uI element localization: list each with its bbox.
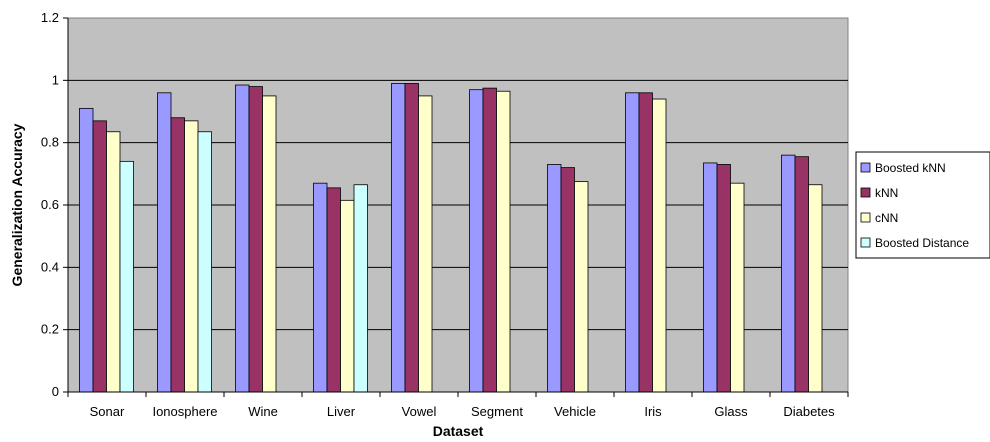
- legend-label: kNN: [875, 186, 898, 200]
- legend-label: Boosted kNN: [875, 161, 946, 175]
- bar: [119, 160, 134, 393]
- y-tick-label: 0.8: [41, 135, 59, 150]
- bar: [353, 184, 368, 393]
- bar: [404, 83, 419, 393]
- bars: [79, 83, 823, 393]
- x-tick-label: Ionosphere: [152, 404, 217, 419]
- bar: [326, 187, 341, 393]
- bar: [248, 86, 263, 393]
- bar: [184, 120, 199, 393]
- x-tick-label: Iris: [644, 404, 662, 419]
- bar: [340, 199, 355, 393]
- legend-label: Boosted Distance: [875, 236, 969, 250]
- bar: [781, 154, 796, 393]
- legend-label: cNN: [875, 211, 898, 225]
- bar: [547, 164, 562, 393]
- bar: [235, 84, 250, 393]
- bar: [703, 162, 718, 393]
- bar: [716, 164, 731, 393]
- x-tick-label: Wine: [248, 404, 278, 419]
- axes: [67, 18, 849, 397]
- bar: [794, 156, 809, 393]
- bar: [313, 182, 328, 393]
- legend-swatch: [860, 162, 871, 173]
- bar: [92, 120, 107, 393]
- bar: [170, 117, 185, 393]
- bar: [106, 131, 121, 393]
- x-tick-label: Vowel: [402, 404, 437, 419]
- y-tick-label: 0.6: [41, 197, 59, 212]
- bar: [625, 92, 640, 393]
- y-tick-label: 0.2: [41, 322, 59, 337]
- legend-box: [855, 151, 990, 259]
- bar: [469, 89, 484, 393]
- x-tick-label: Diabetes: [783, 404, 835, 419]
- bar: [418, 95, 433, 393]
- y-tick-label: 1: [52, 72, 59, 87]
- bar: [197, 131, 212, 393]
- legend-swatch: [860, 212, 871, 223]
- legend-swatch: [860, 237, 871, 248]
- bar: [638, 92, 653, 393]
- bar: [79, 107, 94, 393]
- x-axis-title: Dataset: [433, 423, 484, 439]
- y-axis-title: Generalization Accuracy: [9, 123, 25, 286]
- x-tick-label: Segment: [471, 404, 523, 419]
- x-tick-label: Sonar: [90, 404, 125, 419]
- x-tick-labels: Sonar Ionosphere Wine Liver Vowel Segment Vehi…: [90, 404, 836, 419]
- bar: [808, 184, 823, 393]
- y-tick-label: 0: [52, 384, 59, 399]
- bar: [730, 182, 745, 393]
- legend-swatch: [860, 187, 871, 198]
- y-tick-labels: 0 0.2 0.4 0.6 0.8 1 1.2: [41, 10, 59, 399]
- x-tick-label: Glass: [714, 404, 748, 419]
- x-tick-label: Liver: [327, 404, 356, 419]
- bar: [262, 95, 277, 393]
- bar: [560, 167, 575, 393]
- bar: [391, 83, 406, 393]
- bar: [652, 98, 667, 393]
- y-tick-label: 1.2: [41, 10, 59, 25]
- bar: [482, 87, 497, 393]
- bar: [574, 181, 589, 393]
- legend: Boosted kNN kNN cNN Boosted Distance: [855, 151, 990, 259]
- y-tick-label: 0.4: [41, 259, 59, 274]
- bar: [496, 90, 511, 393]
- x-tick-label: Vehicle: [554, 404, 596, 419]
- bar: [157, 92, 172, 393]
